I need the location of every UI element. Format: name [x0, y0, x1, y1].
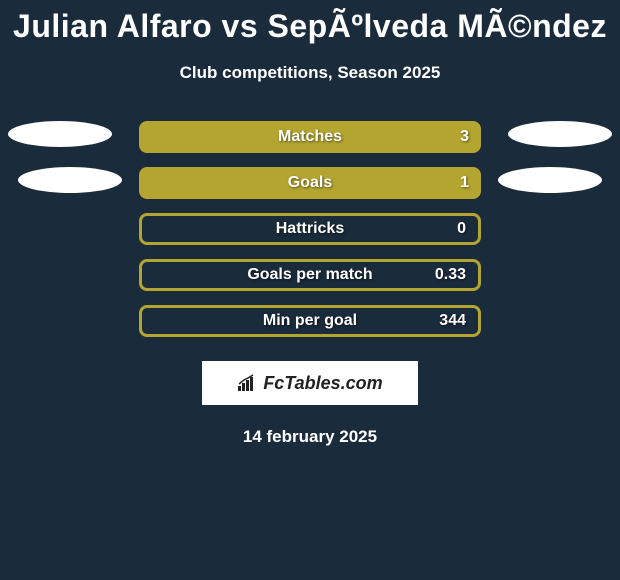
date-text: 14 february 2025 [0, 427, 620, 447]
stat-label: Goals per match [247, 266, 372, 284]
stat-value: 0 [457, 220, 466, 238]
stat-bar-goals: Goals 1 [139, 167, 481, 199]
logo-text: FcTables.com [263, 373, 382, 394]
stat-label: Hattricks [276, 220, 344, 238]
stat-label: Goals [288, 174, 332, 192]
stat-bar-hattricks: Hattricks 0 [139, 213, 481, 245]
stat-value: 0.33 [435, 266, 466, 284]
stats-area: Matches 3 Goals 1 Hattricks 0 Goals per … [0, 121, 620, 337]
stat-value: 3 [460, 128, 469, 146]
stat-row: Min per goal 344 [0, 305, 620, 337]
comparison-card: Julian Alfaro vs SepÃºlveda MÃ©ndez Club… [0, 0, 620, 447]
stat-row: Matches 3 [0, 121, 620, 153]
stat-row: Goals per match 0.33 [0, 259, 620, 291]
page-title: Julian Alfaro vs SepÃºlveda MÃ©ndez [0, 8, 620, 45]
logo-box[interactable]: FcTables.com [202, 361, 418, 405]
stat-value: 1 [460, 174, 469, 192]
stat-value: 344 [439, 312, 466, 330]
subtitle: Club competitions, Season 2025 [0, 63, 620, 83]
stat-row: Hattricks 0 [0, 213, 620, 245]
stat-label: Min per goal [263, 312, 357, 330]
stat-bar-goals-per-match: Goals per match 0.33 [139, 259, 481, 291]
stat-bar-matches: Matches 3 [139, 121, 481, 153]
stat-bar-min-per-goal: Min per goal 344 [139, 305, 481, 337]
stat-row: Goals 1 [0, 167, 620, 199]
stat-label: Matches [278, 128, 342, 146]
chart-icon [237, 374, 259, 392]
